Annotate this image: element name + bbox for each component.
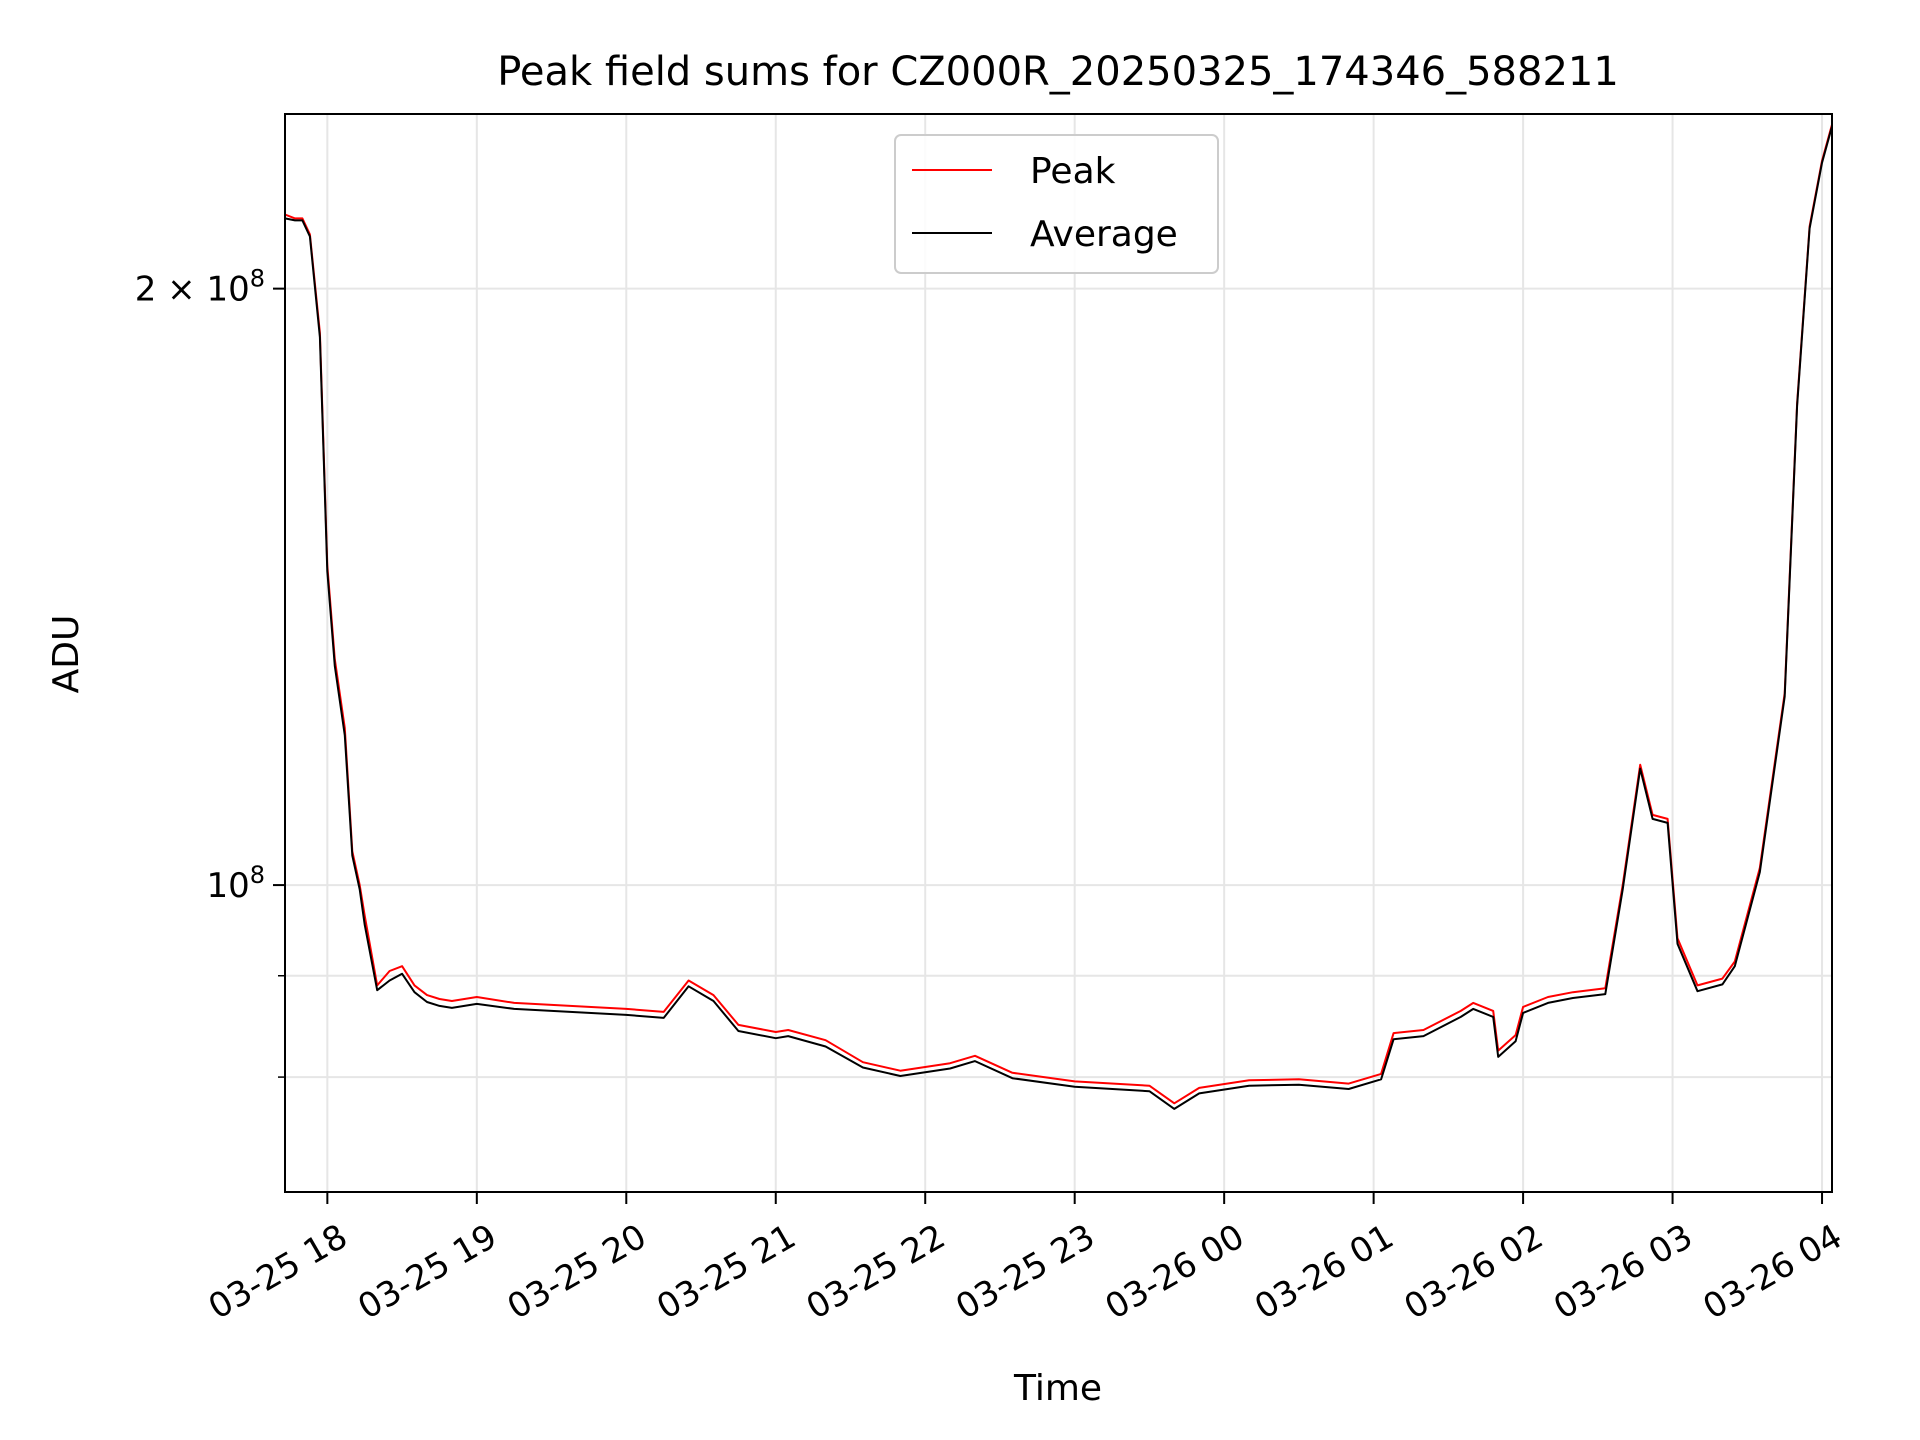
x-tick-label: 03-26 00 bbox=[1099, 1217, 1251, 1328]
legend-label-peak: Peak bbox=[1030, 151, 1116, 192]
legend-label-average: Average bbox=[1030, 214, 1178, 255]
y-tick-label: 2 × 108 bbox=[135, 265, 265, 310]
x-tick-label: 03-25 20 bbox=[501, 1217, 653, 1328]
y-axis-label: ADU bbox=[46, 615, 87, 694]
x-axis-label: Time bbox=[1013, 1368, 1102, 1409]
y-axis: 108 2 × 108 bbox=[135, 265, 285, 1078]
plot-frame bbox=[284, 113, 1833, 1193]
x-tick-label: 03-26 01 bbox=[1248, 1217, 1400, 1328]
x-tick-label: 03-26 02 bbox=[1398, 1217, 1550, 1328]
x-tick-label: 03-25 23 bbox=[949, 1217, 1101, 1328]
x-tick-label: 03-25 22 bbox=[800, 1217, 952, 1328]
series-lines bbox=[284, 124, 1833, 1110]
grid bbox=[285, 114, 1832, 1192]
x-tick-label: 03-26 03 bbox=[1547, 1217, 1699, 1328]
x-tick-label: 03-25 21 bbox=[650, 1217, 802, 1328]
legend: Peak Average bbox=[894, 134, 1219, 274]
y-tick-label: 108 bbox=[206, 861, 265, 906]
x-tick-label: 03-26 04 bbox=[1697, 1217, 1849, 1328]
x-tick-label: 03-25 18 bbox=[202, 1217, 354, 1328]
chart-title: Peak field sums for CZ000R_20250325_1743… bbox=[497, 49, 1619, 95]
x-tick-label: 03-25 19 bbox=[351, 1217, 503, 1328]
series-line-average bbox=[284, 126, 1833, 1110]
